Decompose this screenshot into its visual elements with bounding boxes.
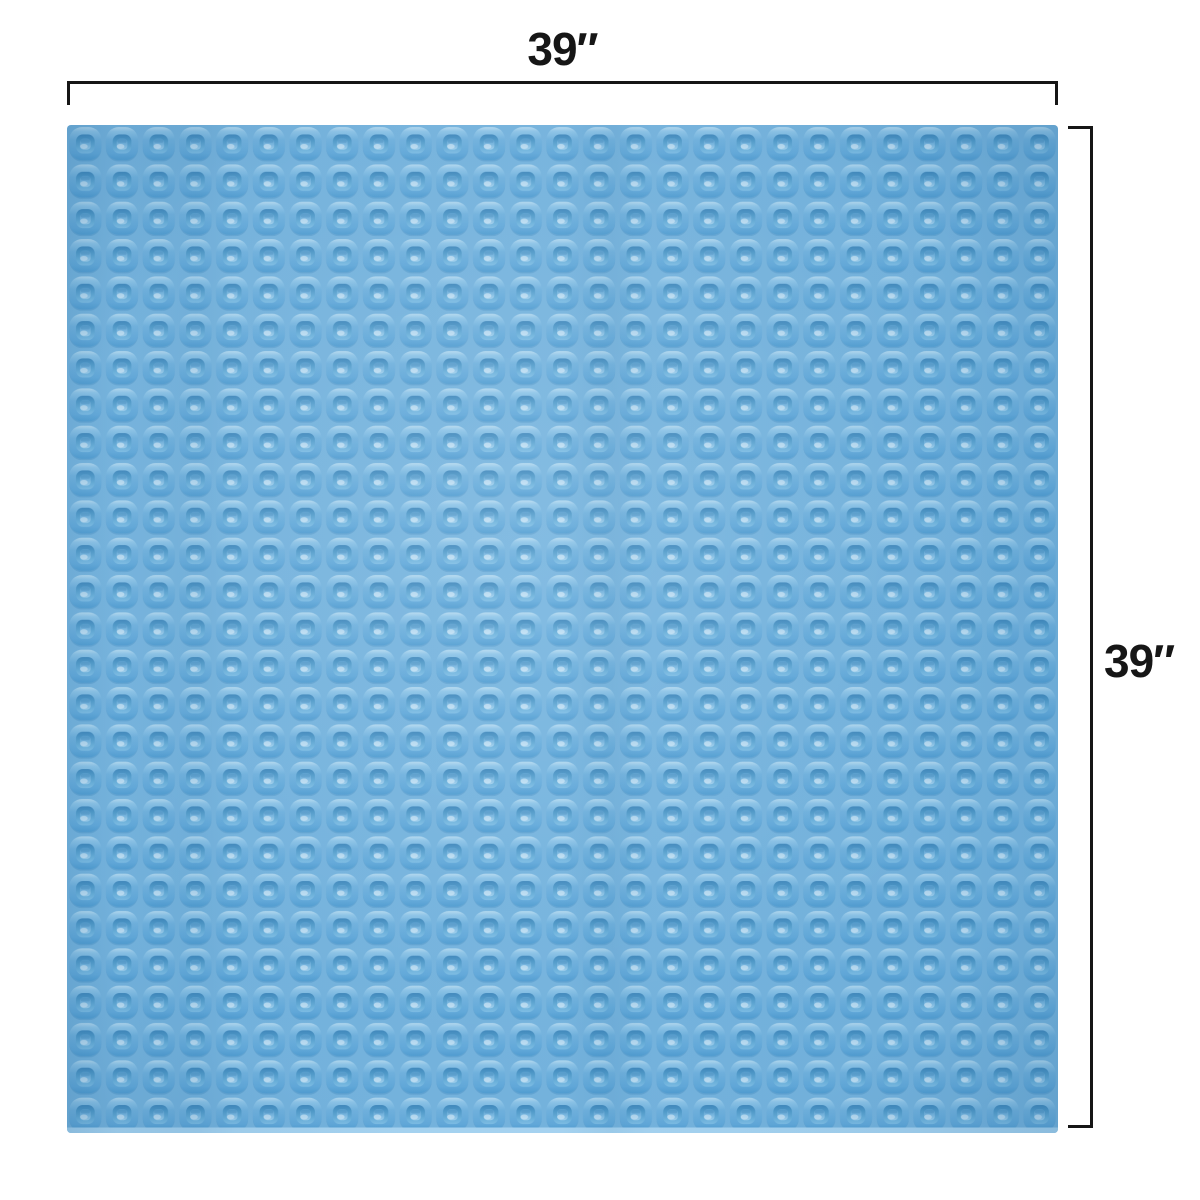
mat-vignette [67,125,1058,1133]
mat-image [67,125,1058,1133]
height-dimension-bracket [1068,126,1093,1128]
width-dimension-label: 39″ [527,23,598,75]
mat-surface [67,125,1058,1133]
bubble-texture-graphic [67,125,1058,1133]
height-dimension-label: 39″ [1104,635,1175,687]
width-dimension-bracket [67,81,1058,105]
